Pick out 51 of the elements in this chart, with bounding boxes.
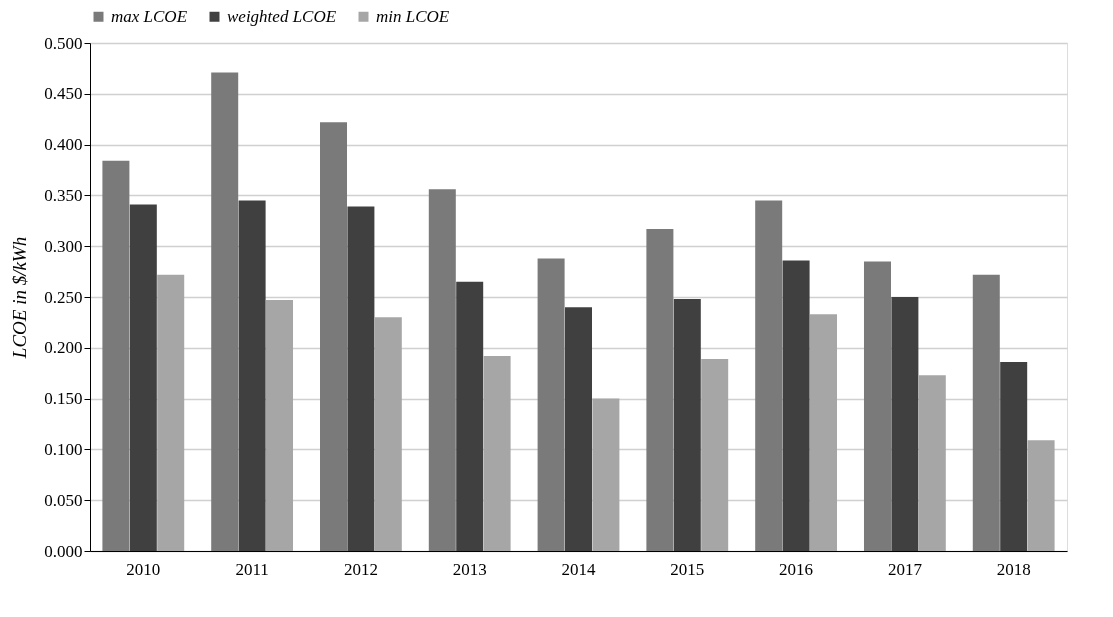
- bar: [157, 274, 185, 551]
- bar: [592, 398, 620, 551]
- y-tick-label: 0.050: [44, 490, 83, 510]
- bar: [673, 299, 701, 551]
- x-tick-label: 2018: [996, 559, 1031, 579]
- x-tick-label: 2014: [561, 559, 596, 579]
- bar: [347, 206, 375, 551]
- bar: [456, 281, 484, 551]
- bar: [428, 189, 456, 551]
- bar: [320, 122, 347, 551]
- y-tick-label: 0.000: [44, 541, 83, 561]
- bar: [646, 228, 674, 551]
- y-tick-label: 0.200: [44, 338, 83, 358]
- bar: [483, 355, 511, 551]
- bar: [565, 307, 592, 551]
- y-tick-label: 0.300: [44, 236, 83, 256]
- bar: [211, 72, 239, 551]
- bar: [129, 204, 157, 551]
- y-tick-label: 0.400: [44, 135, 83, 155]
- y-tick-label: 0.450: [44, 84, 83, 104]
- bar: [701, 358, 729, 551]
- bar: [374, 317, 402, 551]
- y-tick-label: 0.100: [44, 439, 83, 459]
- bar: [238, 200, 266, 551]
- bar: [1000, 362, 1028, 551]
- bar: [810, 314, 837, 551]
- bar: [782, 260, 810, 551]
- bar: [1027, 440, 1055, 551]
- x-tick-label: 2010: [126, 559, 161, 579]
- y-tick-label: 0.150: [44, 389, 83, 409]
- legend-label: max LCOE: [111, 6, 188, 26]
- x-tick-label: 2011: [235, 559, 269, 579]
- bar: [972, 274, 1000, 551]
- y-tick-label: 0.350: [44, 185, 83, 205]
- bar: [102, 160, 130, 551]
- bar: [537, 258, 565, 551]
- bar: [891, 297, 919, 551]
- x-tick-label: 2013: [452, 559, 487, 579]
- bar: [863, 261, 891, 551]
- y-tick-label: 0.250: [44, 287, 83, 307]
- x-tick-label: 2017: [887, 559, 923, 579]
- y-axis-title: LCOE in $/kWh: [9, 236, 31, 360]
- x-tick-label: 2015: [670, 559, 705, 579]
- x-tick-label: 2016: [779, 559, 814, 579]
- bar: [266, 300, 294, 551]
- y-tick-label: 0.500: [44, 33, 83, 53]
- legend-label: weighted LCOE: [227, 6, 337, 26]
- bar: [918, 375, 946, 551]
- bar: [755, 200, 783, 551]
- x-tick-label: 2012: [343, 559, 378, 579]
- legend-label: min LCOE: [376, 6, 450, 26]
